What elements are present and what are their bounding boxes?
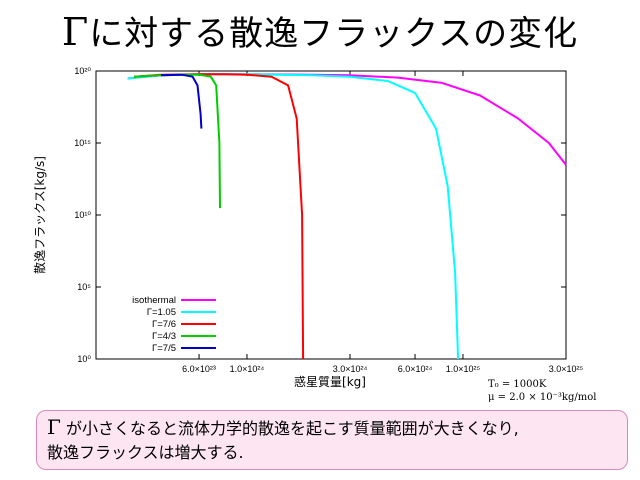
x-axis-ticks: 6.0×10²³ 1.0×10²⁴ 3.0×10²⁴ 6.0×10²⁴ 1.0×10²⁵… [182,71,584,374]
summary-text-1: が小さくなると流体力学的散逸を起こす質量範囲が大きくなり, [65,419,519,438]
summary-note: Γ が小さくなると流体力学的散逸を起こす質量範囲が大きくなり, 散逸フラックスは… [36,410,628,470]
y-tick-label: 10⁰ [77,354,91,364]
title-text: に対する散逸フラックスの変化 [89,14,579,54]
x-tick-label: 1.0×10²⁵ [446,364,481,374]
y-axis-ticks: 10⁰ 10⁵ 10¹⁰ 10¹⁵ 10²⁰ [74,66,566,364]
x-tick-label: 6.0×10²⁴ [398,364,433,374]
series-line--1-05 [127,73,460,360]
note-gamma-symbol: Γ [47,415,61,439]
y-tick-label: 10¹⁰ [74,210,91,220]
legend-label: Γ=1.05 [147,307,176,318]
x-tick-label: 6.0×10²³ [182,364,216,374]
parameter-temperature: T₀ = 1000K [488,379,547,390]
legend-label: Γ=7/5 [152,343,176,354]
slide-title: Γに対する散逸フラックスの変化 [0,6,640,55]
series-line-isothermal [127,73,567,166]
parameter-molar-mass: μ = 2.0 × 10⁻³kg/mol [488,392,596,403]
series-line--7-5 [160,73,203,129]
summary-line-1: Γ が小さくなると流体力学的散逸を起こす質量範囲が大きくなり, [47,415,617,441]
summary-text-2: 散逸フラックスは増大する. [47,443,244,462]
legend-label: Γ=7/6 [152,319,176,330]
chart: 6.0×10²³ 1.0×10²⁴ 3.0×10²⁴ 6.0×10²⁴ 1.0×10²⁵… [32,66,596,403]
y-axis-label: 散逸フラックス[kg/s] [32,156,47,274]
x-tick-label: 3.0×10²⁴ [333,364,368,374]
title-gamma-symbol: Γ [61,10,90,54]
y-tick-label: 10²⁰ [74,66,91,76]
legend-label: isothermal [132,295,176,306]
series-line--4-3 [133,73,221,209]
series-lines [127,73,567,360]
x-tick-label: 1.0×10²⁴ [230,364,265,374]
y-tick-label: 10⁵ [77,282,91,292]
legend-label: Γ=4/3 [152,331,176,342]
y-tick-label: 10¹⁵ [74,138,91,148]
x-tick-label: 3.0×10²⁵ [549,364,584,374]
x-axis-label: 惑星質量[kg] [294,374,366,389]
